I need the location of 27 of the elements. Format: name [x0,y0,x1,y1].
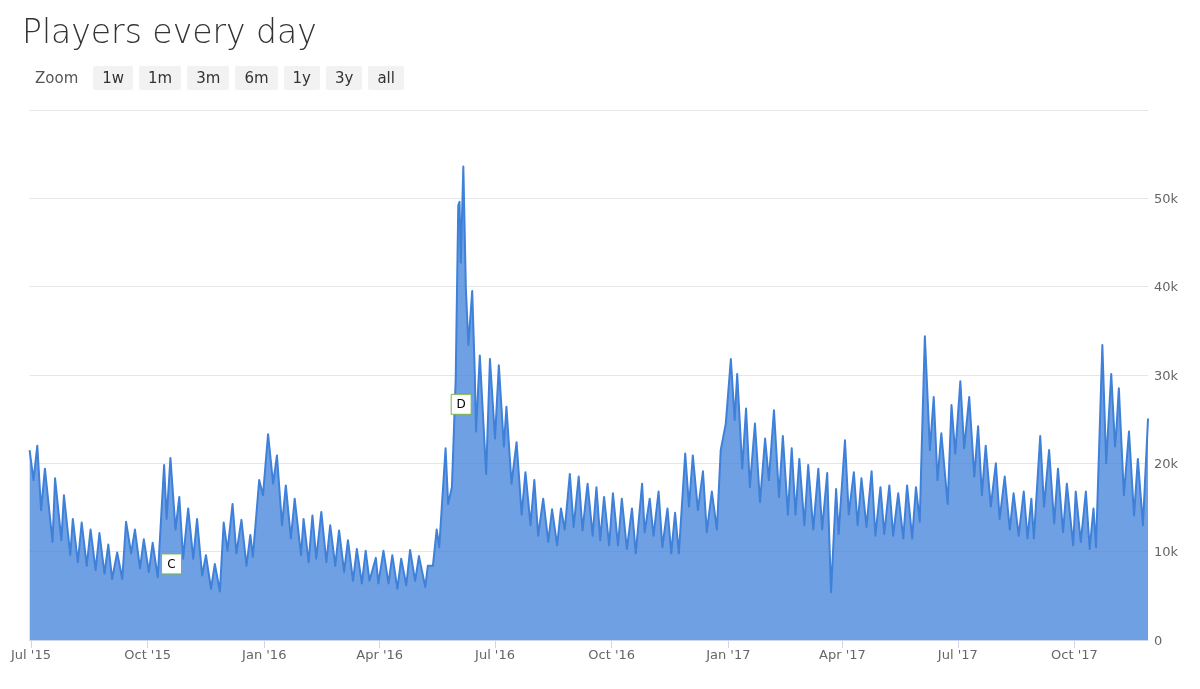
text: 1y [283,66,320,90]
text: all [368,66,404,90]
x-tick-label: Jan '16 [241,647,287,662]
x-tick-label: Jul '17 [936,647,978,662]
chart-title: Players every day [21,11,318,53]
x-tick-label: Oct '17 [1051,647,1098,662]
x-tick-label: Jan '17 [705,647,751,662]
text: 1m [139,66,182,90]
y-tick-label: 20k [1154,455,1179,471]
y-tick-label: 30k [1154,367,1179,383]
x-tick-label: Jul '16 [474,647,515,662]
annotation: C [167,556,176,571]
text: 6m [235,66,278,90]
x-tick-label: Jul '15 [10,647,51,662]
x-tick-label: Oct '15 [124,647,171,662]
text: Zoom [34,68,80,89]
text: 1w [93,66,134,90]
x-tick-label: Oct '16 [588,647,636,662]
annotation: D [456,397,466,412]
text: 3y [325,66,363,90]
y-tick-label: 40k [1154,279,1179,295]
text: 3m [187,66,230,90]
y-tick-label: 10k [1154,544,1179,560]
y-tick-label: 0 [1154,632,1163,648]
y-tick-label: 50k [1154,190,1179,206]
x-tick-label: Apr '16 [356,647,404,662]
x-tick-label: Apr '17 [819,647,866,662]
